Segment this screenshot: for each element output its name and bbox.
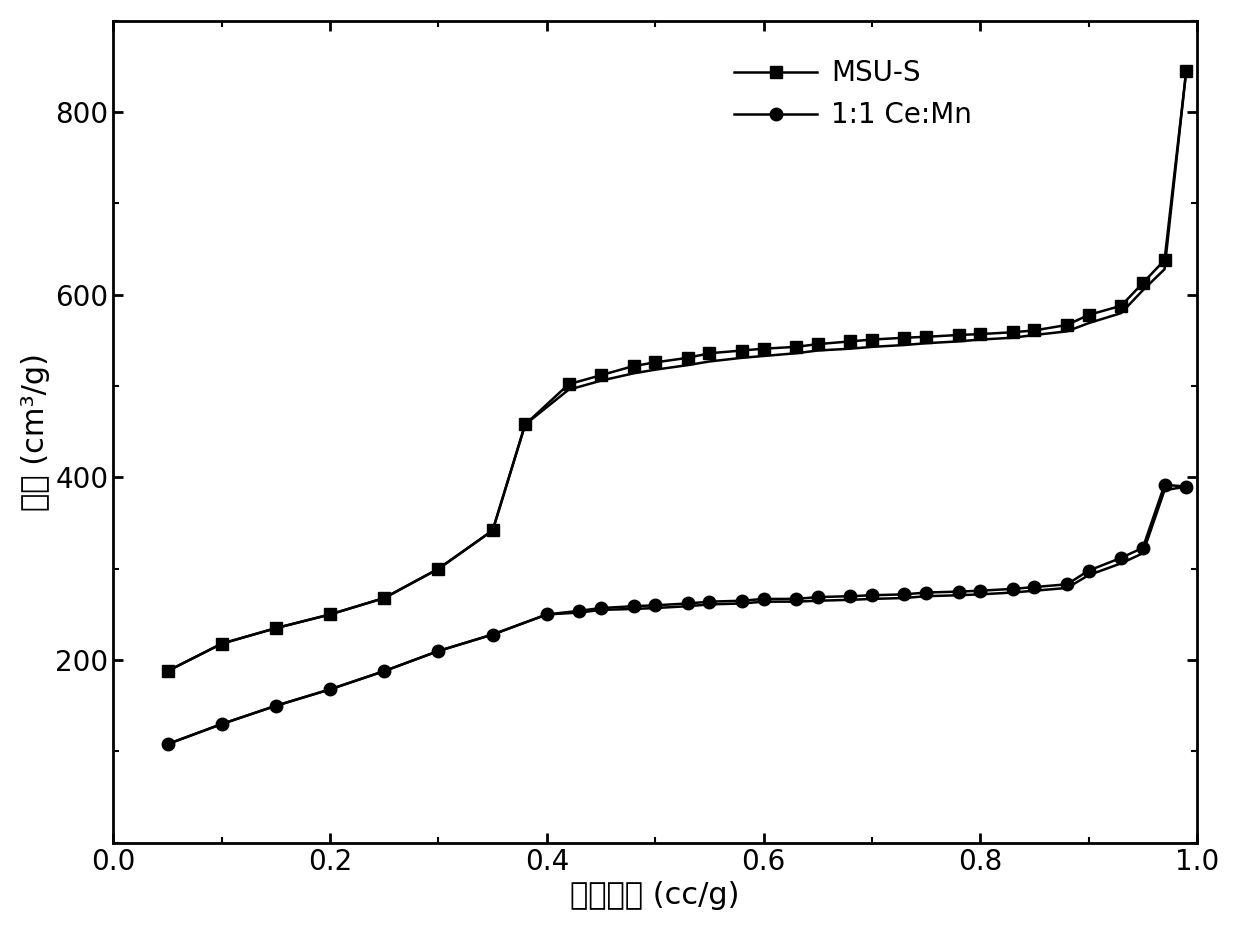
MSU-S: [1027, 325, 1042, 336]
MSU-S: [322, 609, 337, 620]
1:1 Ce:Mn: [1081, 565, 1096, 576]
X-axis label: 相对压力 (cc/g): 相对压力 (cc/g): [570, 881, 740, 911]
MSU-S: [560, 379, 575, 390]
1:1 Ce:Mn: [681, 598, 696, 609]
1:1 Ce:Mn: [160, 738, 175, 749]
1:1 Ce:Mn: [702, 596, 717, 607]
Legend: MSU-S, 1:1 Ce:Mn: MSU-S, 1:1 Ce:Mn: [734, 60, 972, 129]
MSU-S: [1059, 319, 1074, 331]
MSU-S: [864, 334, 879, 345]
MSU-S: [951, 330, 966, 341]
MSU-S: [1006, 327, 1021, 338]
1:1 Ce:Mn: [864, 589, 879, 600]
MSU-S: [789, 342, 804, 353]
MSU-S: [973, 329, 988, 340]
MSU-S: [160, 666, 175, 677]
1:1 Ce:Mn: [594, 602, 609, 614]
1:1 Ce:Mn: [897, 588, 911, 600]
MSU-S: [518, 419, 533, 430]
MSU-S: [1157, 254, 1172, 265]
Line: MSU-S: MSU-S: [161, 65, 1193, 678]
MSU-S: [1179, 65, 1194, 76]
MSU-S: [647, 357, 662, 368]
1:1 Ce:Mn: [1136, 542, 1151, 553]
MSU-S: [734, 344, 749, 356]
Y-axis label: 体积 (cm³/g): 体积 (cm³/g): [21, 353, 50, 511]
1:1 Ce:Mn: [1006, 584, 1021, 595]
1:1 Ce:Mn: [322, 683, 337, 695]
1:1 Ce:Mn: [572, 605, 587, 616]
1:1 Ce:Mn: [843, 590, 858, 601]
MSU-S: [626, 360, 641, 371]
1:1 Ce:Mn: [269, 700, 284, 711]
1:1 Ce:Mn: [1157, 479, 1172, 491]
1:1 Ce:Mn: [919, 587, 934, 598]
1:1 Ce:Mn: [215, 719, 229, 730]
MSU-S: [843, 336, 858, 347]
MSU-S: [432, 563, 446, 574]
1:1 Ce:Mn: [1027, 582, 1042, 593]
MSU-S: [1081, 309, 1096, 320]
MSU-S: [377, 592, 392, 603]
1:1 Ce:Mn: [1059, 579, 1074, 590]
1:1 Ce:Mn: [756, 593, 771, 604]
1:1 Ce:Mn: [951, 586, 966, 597]
Line: 1:1 Ce:Mn: 1:1 Ce:Mn: [161, 479, 1193, 750]
MSU-S: [810, 339, 825, 350]
1:1 Ce:Mn: [789, 593, 804, 604]
1:1 Ce:Mn: [647, 600, 662, 611]
1:1 Ce:Mn: [810, 591, 825, 602]
MSU-S: [215, 638, 229, 649]
MSU-S: [1114, 300, 1128, 311]
MSU-S: [269, 623, 284, 634]
1:1 Ce:Mn: [1179, 481, 1194, 492]
1:1 Ce:Mn: [485, 629, 500, 641]
MSU-S: [1136, 277, 1151, 289]
1:1 Ce:Mn: [377, 666, 392, 677]
MSU-S: [485, 525, 500, 536]
MSU-S: [919, 331, 934, 343]
MSU-S: [702, 347, 717, 358]
1:1 Ce:Mn: [734, 595, 749, 606]
1:1 Ce:Mn: [539, 609, 554, 620]
MSU-S: [897, 332, 911, 344]
MSU-S: [681, 352, 696, 363]
1:1 Ce:Mn: [626, 600, 641, 612]
1:1 Ce:Mn: [432, 645, 446, 656]
1:1 Ce:Mn: [1114, 552, 1128, 563]
MSU-S: [594, 370, 609, 381]
MSU-S: [756, 344, 771, 355]
1:1 Ce:Mn: [973, 585, 988, 596]
